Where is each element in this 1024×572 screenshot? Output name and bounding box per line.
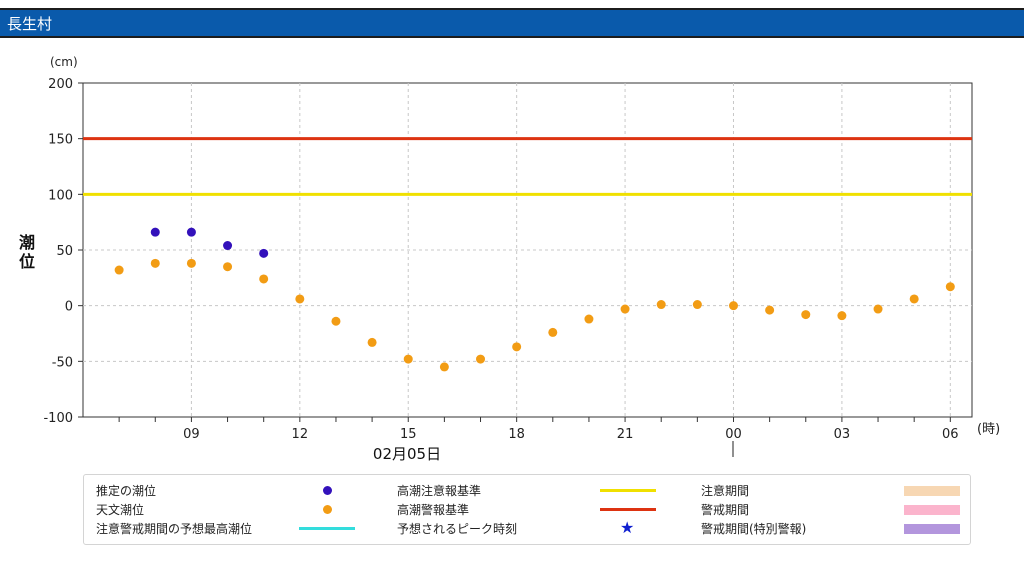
x-tick-label: 09 [183, 427, 200, 442]
x-tick-label: 12 [292, 427, 309, 442]
data-point [114, 265, 124, 275]
data-point [223, 262, 233, 272]
legend-marker-special-warning-period [904, 524, 960, 534]
data-point [439, 362, 449, 372]
y-tick-label: 100 [48, 188, 73, 203]
data-point [873, 304, 883, 314]
data-point [259, 274, 269, 284]
data-point [331, 316, 341, 326]
y-tick-label: 50 [56, 244, 73, 259]
y-tick-label: -100 [43, 411, 73, 426]
x-tick-label: 06 [942, 427, 959, 442]
legend-marker-forecast-max [299, 527, 355, 530]
legend-marker-advisory-period [904, 486, 960, 496]
data-point [223, 241, 233, 251]
tide-chart: 200 150 100 50 0 -50 -100 09 12 15 18 21 00 03 06 (cm… [19, 55, 1000, 463]
data-point [186, 258, 196, 268]
x-tick-label: 00 [725, 427, 742, 442]
data-point [692, 300, 702, 310]
date-label: 02月05日 [373, 445, 441, 463]
x-tick-label: 03 [834, 427, 851, 442]
data-point [584, 314, 594, 324]
y-tick-label: 150 [48, 133, 73, 148]
star-icon: ★ [620, 518, 635, 537]
data-point [801, 310, 811, 320]
legend-label-forecast-max: 注意警戒期間の予想最高潮位 [96, 522, 253, 536]
data-point [150, 258, 160, 268]
data-point [259, 248, 269, 258]
data-point [295, 294, 305, 304]
y-axis-title-char: 潮 [19, 233, 35, 252]
y-axis-title: 潮位 [19, 233, 35, 271]
data-point [728, 301, 738, 311]
legend-label-estimated-tide: 推定の潮位 [96, 484, 157, 498]
data-point [512, 342, 522, 352]
legend-label-astronomical-tide: 天文潮位 [96, 503, 145, 517]
legend-label-peak-time: 予想されるピーク時刻 [397, 522, 518, 536]
y-axis-ticks: 200 150 100 50 0 -50 -100 [43, 77, 83, 426]
y-tick-label: 0 [65, 300, 73, 315]
y-tick-label: -50 [52, 355, 73, 370]
y-tick-label: 200 [48, 77, 73, 92]
legend-label-advisory-level: 高潮注意報基準 [397, 484, 482, 498]
legend-marker-estimated-tide [323, 486, 332, 495]
y-unit-label: (cm) [50, 55, 78, 69]
data-point [620, 304, 630, 314]
legend-label-warning-level: 高潮警報基準 [397, 503, 470, 517]
legend-label-warning-period: 警戒期間 [701, 503, 750, 517]
x-tick-label: 18 [508, 427, 525, 442]
data-point [548, 327, 558, 337]
data-point [837, 311, 847, 321]
data-point [945, 282, 955, 292]
data-point [403, 354, 413, 364]
data-points [114, 227, 955, 372]
legend-marker-warning-period [904, 505, 960, 515]
data-point [656, 300, 666, 310]
data-point [150, 227, 160, 237]
legend-label-advisory-period: 注意期間 [701, 484, 750, 498]
data-point [765, 305, 775, 315]
legend-marker-astronomical-tide [323, 505, 332, 514]
station-title: 長生村 [7, 15, 53, 33]
legend-label-special-warning-period: 警戒期間(特別警報) [701, 522, 807, 536]
data-point [186, 227, 196, 237]
legend-marker-warning-level [600, 508, 656, 511]
y-axis-title-char: 位 [19, 252, 35, 271]
data-point [476, 354, 486, 364]
station-header: 長生村 [0, 8, 1024, 38]
x-axis-ticks: 09 12 15 18 21 00 03 06 [118, 417, 959, 442]
x-tick-label: 21 [617, 427, 634, 442]
data-point [909, 294, 919, 304]
x-unit-label: (時) [977, 422, 1000, 437]
x-tick-label: 15 [400, 427, 417, 442]
legend-marker-advisory-level [600, 489, 656, 492]
threshold-lines [83, 137, 972, 196]
data-point [367, 337, 377, 347]
chart-legend: 推定の潮位 天文潮位 注意警戒期間の予想最高潮位 高潮注意報基準 高潮警報基準 … [83, 474, 971, 545]
